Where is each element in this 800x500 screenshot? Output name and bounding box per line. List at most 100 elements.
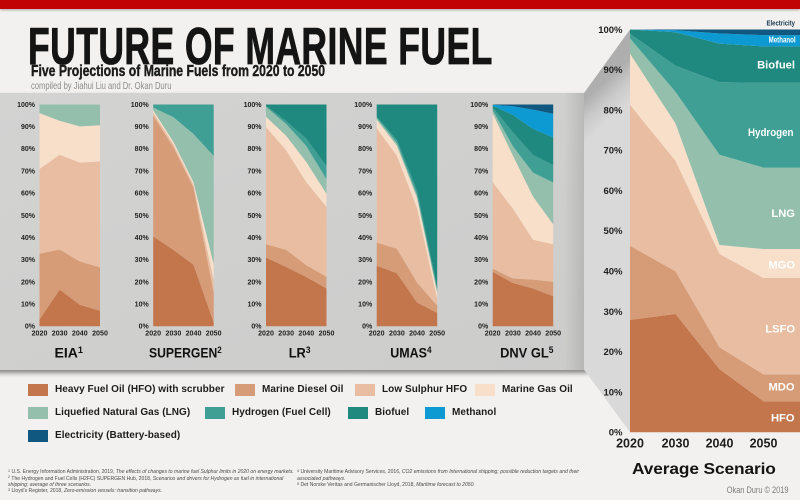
svg-text:90%: 90% <box>247 124 262 131</box>
svg-text:2030: 2030 <box>389 330 405 338</box>
svg-text:20%: 20% <box>135 279 150 286</box>
svg-text:2030: 2030 <box>662 437 690 451</box>
svg-text:0%: 0% <box>609 428 623 439</box>
svg-text:2030: 2030 <box>166 330 182 338</box>
svg-text:90%: 90% <box>474 124 489 131</box>
svg-text:2020: 2020 <box>145 330 161 338</box>
svg-text:80%: 80% <box>603 105 623 116</box>
svg-text:100%: 100% <box>131 102 150 109</box>
svg-text:70%: 70% <box>474 168 489 175</box>
svg-text:80%: 80% <box>135 146 150 153</box>
svg-text:Methanol: Methanol <box>769 35 796 44</box>
svg-text:2040: 2040 <box>409 330 425 338</box>
svg-text:2020: 2020 <box>485 330 501 338</box>
svg-text:10%: 10% <box>21 301 36 308</box>
svg-text:90%: 90% <box>358 124 373 131</box>
svg-text:0%: 0% <box>139 324 150 331</box>
svg-text:100%: 100% <box>17 102 36 109</box>
svg-text:2030: 2030 <box>505 330 521 338</box>
svg-text:70%: 70% <box>247 168 262 175</box>
svg-text:10%: 10% <box>247 301 262 308</box>
svg-text:40%: 40% <box>247 235 262 242</box>
svg-text:Electricity: Electricity <box>767 19 796 28</box>
svg-text:90%: 90% <box>21 124 36 131</box>
svg-text:MGO: MGO <box>768 259 795 271</box>
svg-text:2040: 2040 <box>298 330 314 338</box>
svg-text:0%: 0% <box>478 324 489 331</box>
svg-text:30%: 30% <box>474 257 489 264</box>
svg-text:80%: 80% <box>474 146 489 153</box>
svg-text:90%: 90% <box>603 65 623 76</box>
svg-text:80%: 80% <box>21 146 36 153</box>
svg-text:40%: 40% <box>21 235 36 242</box>
svg-text:10%: 10% <box>474 301 489 308</box>
svg-text:EIA1: EIA1 <box>55 345 84 360</box>
svg-text:30%: 30% <box>603 307 623 318</box>
svg-text:SUPERGEN2: SUPERGEN2 <box>149 345 222 360</box>
svg-text:50%: 50% <box>474 213 489 220</box>
svg-text:2040: 2040 <box>525 330 541 338</box>
svg-text:30%: 30% <box>21 257 36 264</box>
svg-text:60%: 60% <box>247 191 262 198</box>
svg-text:100%: 100% <box>598 25 623 36</box>
svg-text:70%: 70% <box>603 146 623 157</box>
svg-text:60%: 60% <box>358 191 373 198</box>
svg-text:90%: 90% <box>135 124 150 131</box>
svg-text:70%: 70% <box>135 168 150 175</box>
svg-text:2020: 2020 <box>32 330 48 338</box>
svg-text:80%: 80% <box>247 146 262 153</box>
svg-text:40%: 40% <box>474 235 489 242</box>
svg-text:2040: 2040 <box>186 330 202 338</box>
svg-text:60%: 60% <box>603 186 623 197</box>
svg-text:2050: 2050 <box>750 437 778 451</box>
svg-text:0%: 0% <box>251 324 262 331</box>
svg-text:2020: 2020 <box>258 330 274 338</box>
svg-text:50%: 50% <box>358 213 373 220</box>
svg-text:40%: 40% <box>358 235 373 242</box>
svg-text:20%: 20% <box>358 279 373 286</box>
svg-text:LSFO: LSFO <box>765 324 795 336</box>
svg-text:40%: 40% <box>603 267 623 278</box>
svg-text:0%: 0% <box>362 324 373 331</box>
svg-text:20%: 20% <box>247 279 262 286</box>
svg-text:DNV GL5: DNV GL5 <box>500 345 553 360</box>
svg-text:50%: 50% <box>21 213 36 220</box>
svg-text:2030: 2030 <box>278 330 294 338</box>
svg-text:60%: 60% <box>21 191 36 198</box>
svg-text:Hydrogen: Hydrogen <box>748 127 794 139</box>
svg-text:50%: 50% <box>603 226 623 237</box>
svg-text:2020: 2020 <box>616 437 644 451</box>
svg-text:30%: 30% <box>358 257 373 264</box>
svg-text:LR3: LR3 <box>289 345 311 360</box>
svg-text:2050: 2050 <box>429 330 445 338</box>
svg-text:20%: 20% <box>474 279 489 286</box>
svg-text:MDO: MDO <box>768 382 794 394</box>
svg-text:2020: 2020 <box>369 330 385 338</box>
svg-text:100%: 100% <box>354 102 373 109</box>
svg-text:50%: 50% <box>247 213 262 220</box>
svg-text:100%: 100% <box>470 102 489 109</box>
svg-text:10%: 10% <box>358 301 373 308</box>
svg-text:LNG: LNG <box>771 208 795 220</box>
svg-text:70%: 70% <box>358 168 373 175</box>
svg-text:10%: 10% <box>135 301 150 308</box>
svg-text:UMAS4: UMAS4 <box>390 345 431 360</box>
svg-text:100%: 100% <box>244 102 263 109</box>
svg-text:HFO: HFO <box>771 413 795 425</box>
svg-text:2040: 2040 <box>72 330 88 338</box>
svg-text:60%: 60% <box>474 191 489 198</box>
svg-text:2040: 2040 <box>706 437 734 451</box>
svg-text:0%: 0% <box>25 324 36 331</box>
svg-text:80%: 80% <box>358 146 373 153</box>
svg-text:60%: 60% <box>135 191 150 198</box>
svg-text:20%: 20% <box>21 279 36 286</box>
svg-text:2050: 2050 <box>319 330 335 338</box>
svg-text:2050: 2050 <box>545 330 561 338</box>
svg-text:70%: 70% <box>21 168 36 175</box>
svg-text:30%: 30% <box>247 257 262 264</box>
svg-text:10%: 10% <box>603 387 623 398</box>
svg-text:40%: 40% <box>135 235 150 242</box>
svg-text:50%: 50% <box>135 213 150 220</box>
svg-text:20%: 20% <box>603 347 623 358</box>
svg-text:2050: 2050 <box>92 330 108 338</box>
